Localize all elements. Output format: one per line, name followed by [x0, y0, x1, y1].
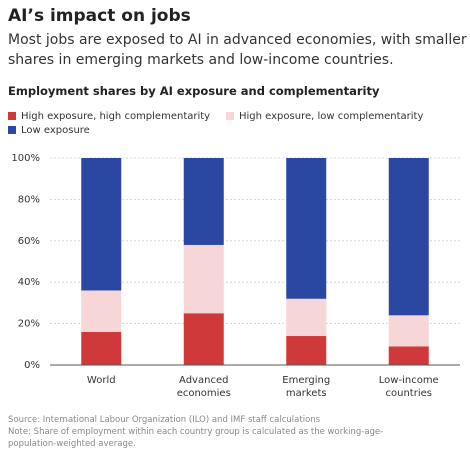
legend-label: High exposure, low complementarity [239, 111, 423, 122]
title: AI’s impact on jobs [8, 6, 191, 26]
legend-swatch [8, 112, 16, 120]
x-tick-label: World [86, 375, 116, 386]
bar-segment [183, 244, 224, 314]
y-tick-label: 80% [18, 194, 40, 205]
y-tick-label: 20% [18, 319, 40, 330]
bar-segment [388, 346, 429, 365]
bar-segment [286, 298, 327, 337]
y-tick-label: 0% [24, 360, 40, 371]
x-tick-label: Advanced economies [176, 375, 231, 399]
chart-title: Employment shares by AI exposure and com… [8, 84, 380, 98]
y-tick-label: 100% [11, 153, 40, 164]
x-tick-label: Emerging markets [282, 375, 331, 399]
bar-segment [81, 158, 122, 291]
x-tick-label: Low-income countries [378, 375, 439, 399]
legend-label: Low exposure [21, 125, 90, 136]
bar-segment [286, 158, 327, 299]
bar-segment [81, 331, 122, 365]
y-tick-label: 60% [18, 236, 40, 247]
source: Source: International Labour Organizatio… [8, 415, 321, 425]
bar-segment [81, 290, 122, 332]
bar-segment [286, 336, 327, 365]
legend-swatch [8, 126, 16, 134]
y-tick-label: 40% [18, 277, 40, 288]
bar-segment [183, 158, 224, 245]
bar-segment [388, 315, 429, 347]
subtitle: Most jobs are exposed to AI in advanced … [8, 32, 467, 68]
legend-swatch [226, 112, 234, 120]
bar-segment [183, 313, 224, 365]
note: Note: Share of employment within each co… [8, 427, 384, 449]
legend-label: High exposure, high complementarity [21, 111, 210, 122]
bar-segment [388, 158, 429, 316]
